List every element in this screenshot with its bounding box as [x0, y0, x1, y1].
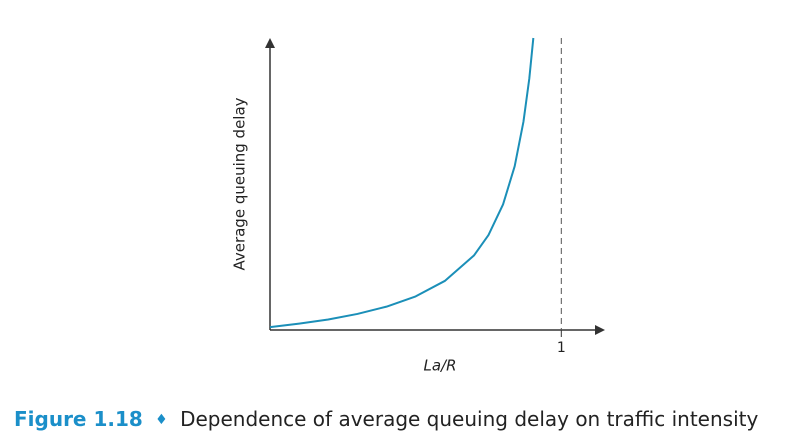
x-tick-label: 1	[557, 340, 566, 356]
x-axis-arrow	[595, 325, 605, 335]
figure-label: Figure 1.18	[14, 407, 143, 431]
caption-text: Dependence of average queuing delay on t…	[180, 407, 758, 431]
delay-curve	[269, 37, 535, 329]
caption: Figure 1.18 ♦ Dependence of average queu…	[14, 407, 758, 431]
x-axis-label: La/R	[423, 357, 456, 375]
y-axis-arrow	[265, 38, 275, 48]
caption-separator: ♦	[155, 412, 168, 428]
y-axis-label: Average queuing delay	[231, 97, 249, 270]
